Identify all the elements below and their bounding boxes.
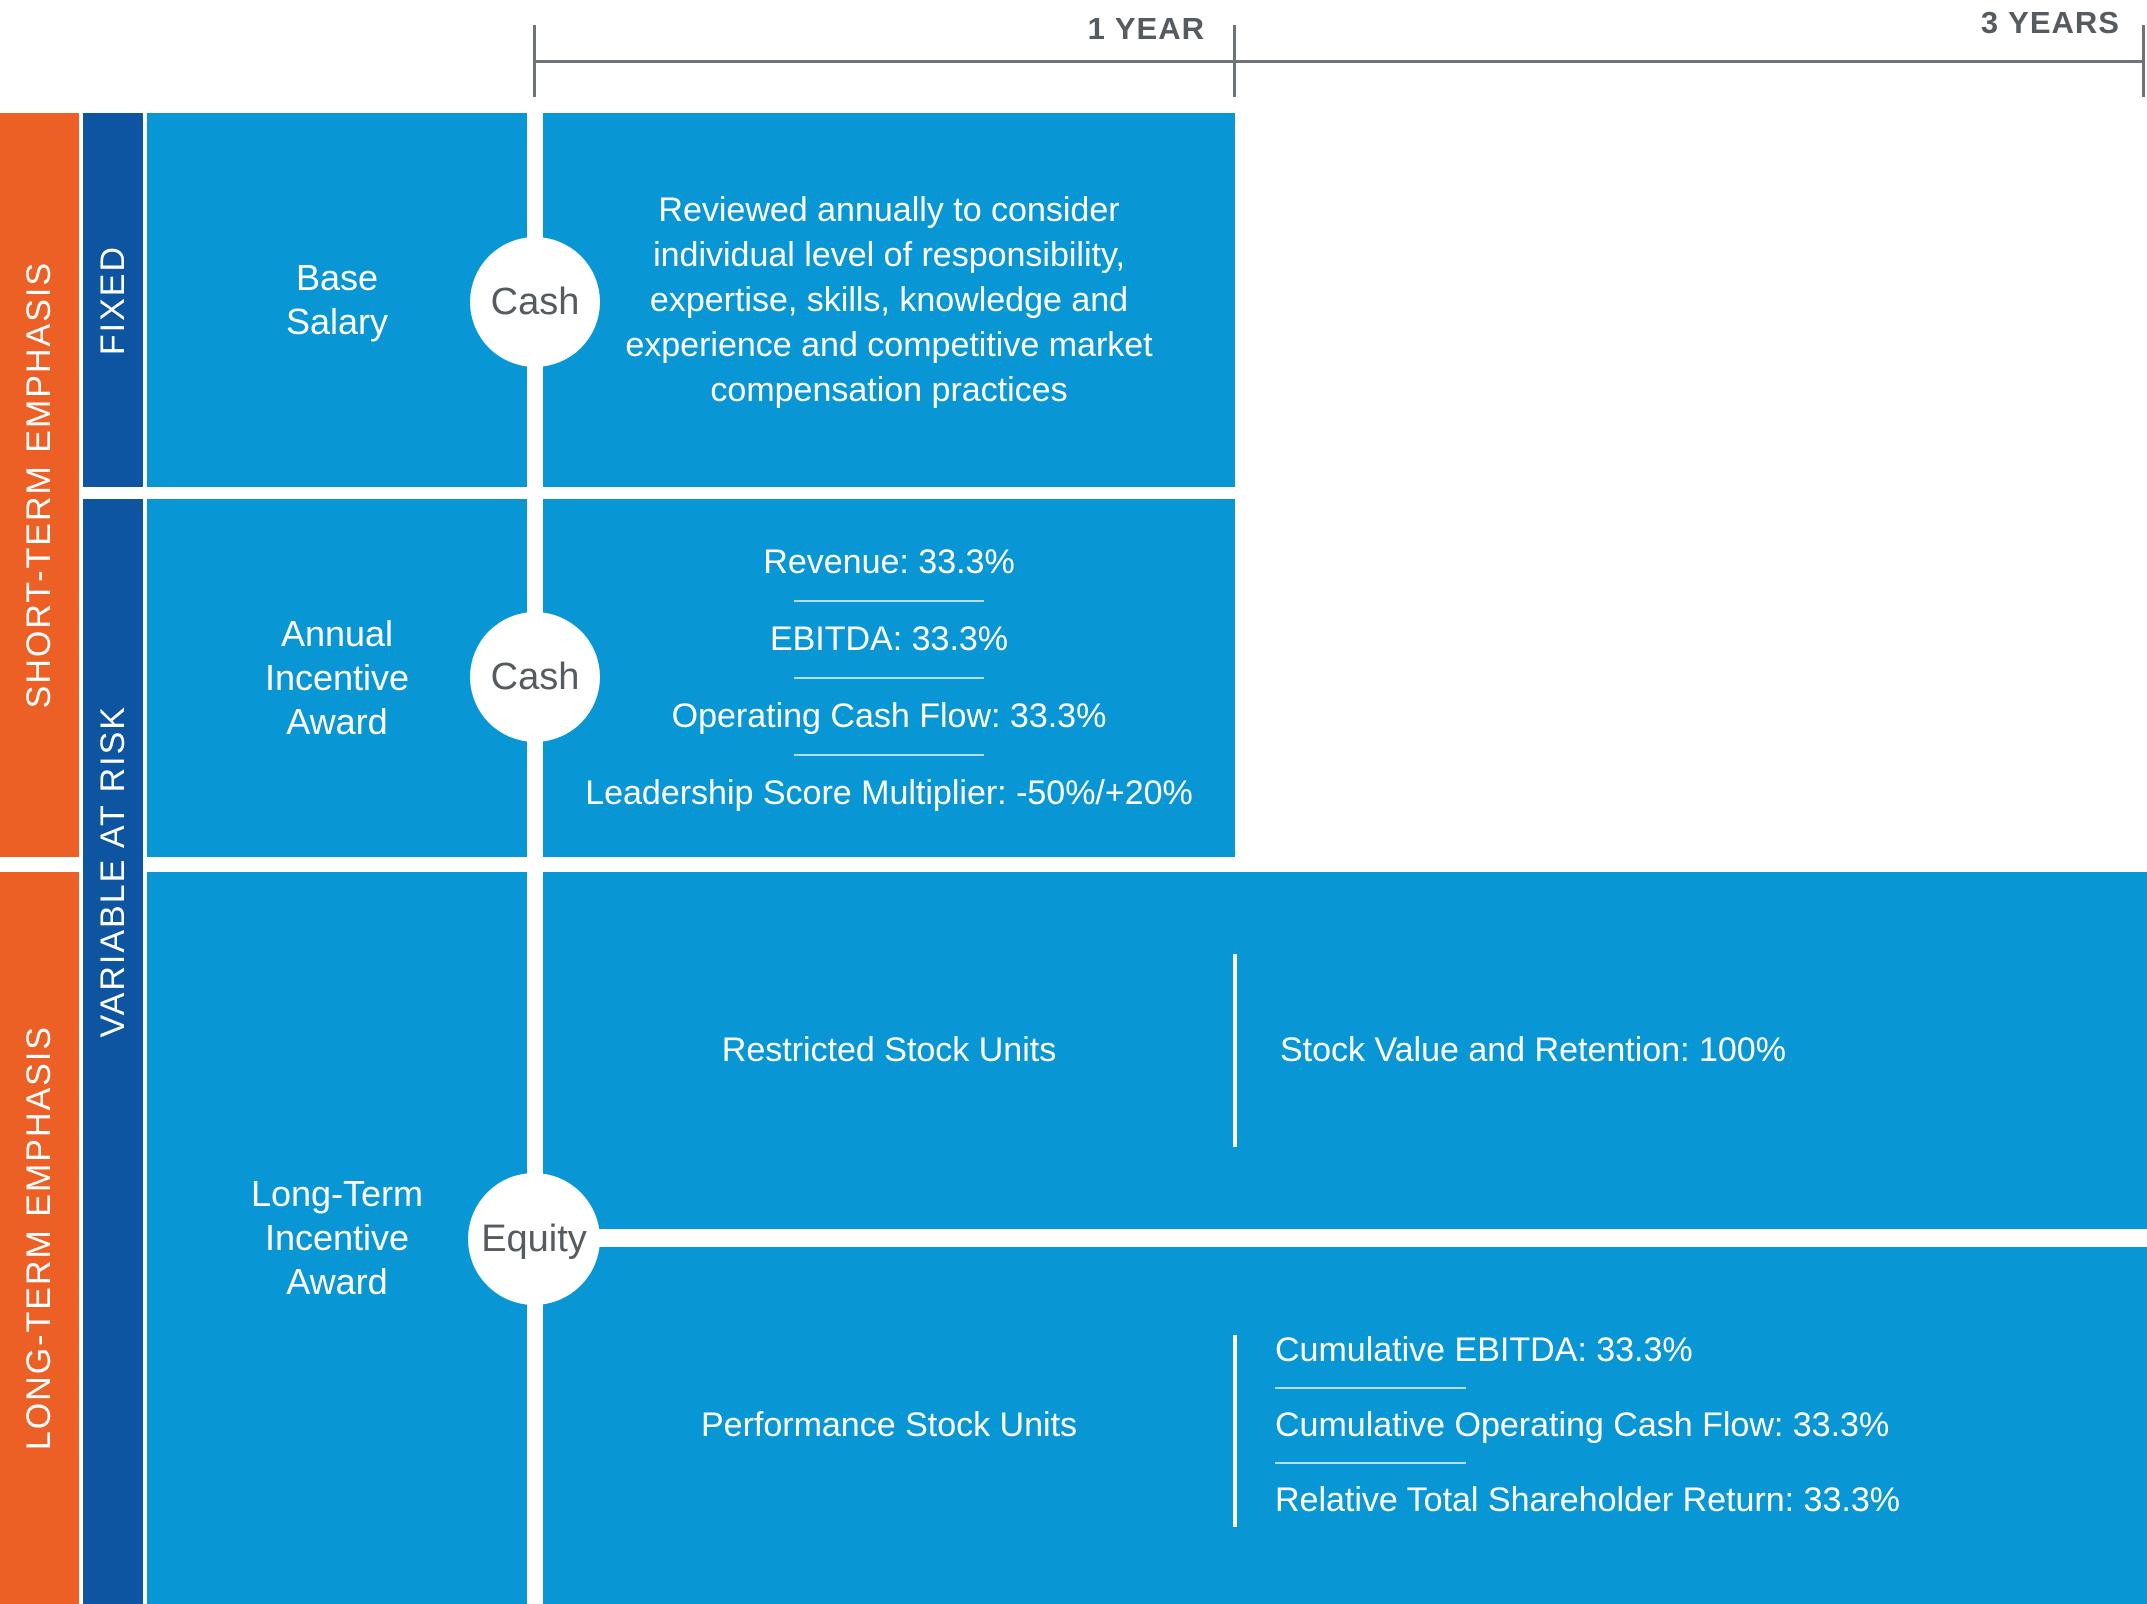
equity-circle-label: Equity xyxy=(481,1217,587,1260)
long-term-emphasis-rail: LONG-TERM EMPHASIS xyxy=(0,872,79,1604)
long-term-emphasis-label: LONG-TERM EMPHASIS xyxy=(20,1025,58,1451)
short-term-emphasis-label: SHORT-TERM EMPHASIS xyxy=(20,261,58,709)
rsu-metric-area: Stock Value and Retention: 100% xyxy=(1280,872,1786,1229)
base-salary-description-line: individual level of responsibility, xyxy=(653,235,1125,274)
cash-circle-label: Cash xyxy=(490,280,580,323)
rsu-divider-line xyxy=(1233,954,1237,1147)
annual-incentive-label-box: Annual Incentive Award xyxy=(147,499,527,857)
psu-metric: Relative Total Shareholder Return: 33.3% xyxy=(1275,1481,1900,1519)
variable-at-risk-label-area: VARIABLE AT RISK xyxy=(83,499,143,1244)
variable-at-risk-rail: VARIABLE AT RISK xyxy=(83,499,143,1604)
timeline: 1 YEAR 3 YEARS xyxy=(0,0,2147,113)
psu-label: Performance Stock Units xyxy=(700,1406,1078,1444)
base-salary-label-box: Base Salary xyxy=(147,113,527,487)
rsu-label-area: Restricted Stock Units xyxy=(543,872,1235,1229)
base-salary-description-line: experience and competitive market xyxy=(625,325,1153,364)
fixed-label: FIXED xyxy=(93,244,132,356)
metric-divider-line xyxy=(794,754,984,756)
annual-incentive-label: Annual Incentive Award xyxy=(264,613,410,742)
metric-divider-line xyxy=(1275,1462,1466,1464)
rsu-metric: Stock Value and Retention: 100% xyxy=(1280,1031,1786,1069)
base-salary-description-box: Reviewed annually to consider individual… xyxy=(543,113,1235,487)
performance-stock-units-box: Performance Stock Units Cumulative EBITD… xyxy=(543,1247,2147,1604)
annual-incentive-metrics-box: Revenue: 33.3% EBITDA: 33.3% Operating C… xyxy=(543,499,1235,857)
base-salary-cash-circle: Cash xyxy=(470,237,600,367)
short-term-emphasis-rail: SHORT-TERM EMPHASIS xyxy=(0,113,79,857)
timeline-tick-one-year xyxy=(1233,25,1236,97)
base-salary-description-line: expertise, skills, knowledge and xyxy=(649,280,1129,319)
metric-divider-line xyxy=(794,600,984,602)
variable-at-risk-label: VARIABLE AT RISK xyxy=(93,705,132,1038)
fixed-rail: FIXED xyxy=(83,113,143,487)
long-term-incentive-label-box: Long-Term Incentive Award xyxy=(147,872,527,1604)
long-term-incentive-equity-circle: Equity xyxy=(468,1173,600,1305)
psu-metric-area: Cumulative EBITDA: 33.3% Cumulative Oper… xyxy=(1275,1247,1900,1604)
restricted-stock-units-box: Restricted Stock Units Stock Value and R… xyxy=(543,872,2147,1229)
annual-incentive-metric: Leadership Score Multiplier: -50%/+20% xyxy=(585,774,1193,812)
timeline-tick-start xyxy=(533,25,536,97)
psu-metric: Cumulative Operating Cash Flow: 33.3% xyxy=(1275,1406,1890,1444)
annual-incentive-cash-circle: Cash xyxy=(470,612,600,742)
timeline-tick-three-years xyxy=(2142,25,2145,97)
metric-divider-line xyxy=(1275,1387,1466,1389)
annual-incentive-metric: Operating Cash Flow: 33.3% xyxy=(671,697,1107,735)
base-salary-description-line: Reviewed annually to consider xyxy=(658,190,1120,229)
psu-divider-line xyxy=(1233,1335,1237,1527)
base-salary-description-line: compensation practices xyxy=(710,370,1068,409)
cash-circle-label: Cash xyxy=(490,655,580,698)
long-term-incentive-label: Long-Term Incentive Award xyxy=(250,1173,424,1302)
psu-label-area: Performance Stock Units xyxy=(543,1247,1235,1604)
rsu-label: Restricted Stock Units xyxy=(721,1031,1057,1069)
annual-incentive-metric: EBITDA: 33.3% xyxy=(769,620,1009,658)
base-salary-label: Base Salary xyxy=(285,257,389,342)
timeline-axis-line xyxy=(535,60,2143,63)
annual-incentive-metric: Revenue: 33.3% xyxy=(763,543,1015,581)
metric-divider-line xyxy=(794,677,984,679)
three-years-label: 3 YEARS xyxy=(1980,5,2120,40)
psu-metric: Cumulative EBITDA: 33.3% xyxy=(1275,1331,1693,1369)
one-year-label: 1 YEAR xyxy=(1087,11,1205,46)
